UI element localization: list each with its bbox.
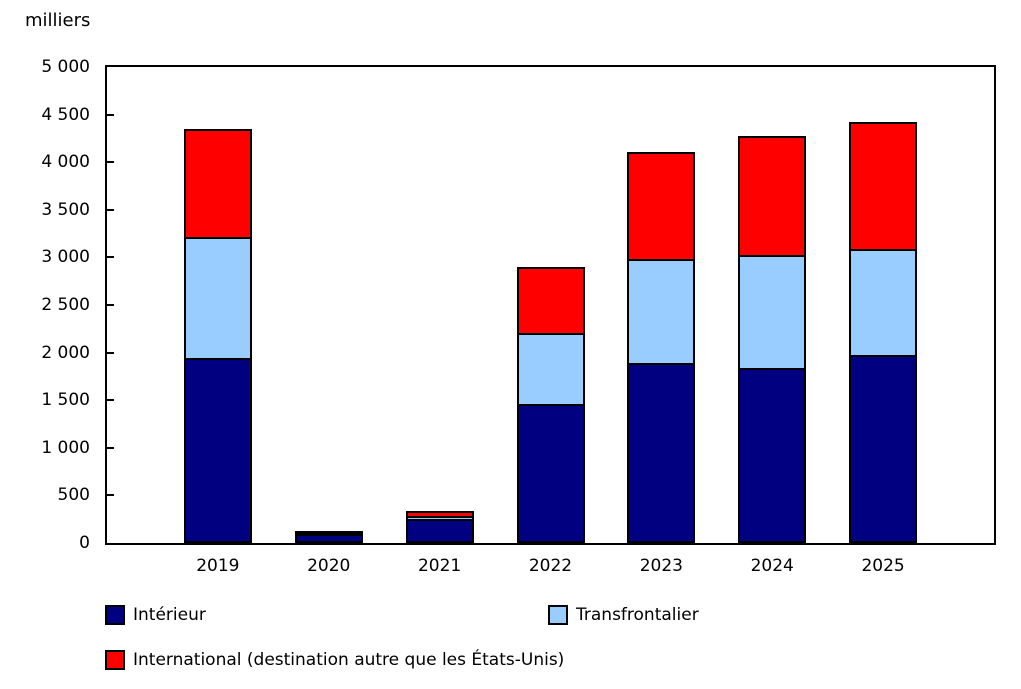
y-tick-label: 1 500 — [41, 390, 90, 411]
x-category-label: 2019 — [196, 556, 240, 576]
y-tick-mark — [107, 399, 114, 402]
legend-label: International (destination autre que les… — [133, 650, 565, 670]
y-tick-label: 500 — [57, 485, 90, 506]
bar-segment — [183, 358, 252, 543]
bar-segment — [516, 403, 585, 543]
bar-segment — [516, 267, 585, 336]
bar-segment — [183, 129, 252, 239]
bar-segment — [738, 135, 807, 257]
y-tick-label: 2 500 — [41, 295, 90, 315]
x-category-label: 2024 — [750, 556, 794, 576]
bar-segment — [849, 122, 918, 251]
x-category-label: 2025 — [861, 556, 905, 576]
y-axis-unit-label: milliers — [25, 10, 91, 31]
bar-segment — [849, 355, 918, 543]
bar-segment — [627, 363, 696, 543]
x-category-label: 2020 — [307, 556, 351, 576]
legend-swatch — [105, 605, 125, 625]
y-tick-mark — [107, 113, 114, 116]
legend-label: Transfrontalier — [576, 605, 699, 625]
bar-segment — [405, 519, 474, 543]
y-tick-mark — [107, 161, 114, 164]
y-tick-label: 1 000 — [41, 437, 90, 458]
x-category-label: 2021 — [417, 556, 462, 576]
y-tick-label: 3 500 — [41, 199, 90, 220]
y-tick-label: 5 000 — [41, 57, 90, 77]
legend-swatch — [105, 650, 125, 670]
x-category-label: 2022 — [528, 556, 573, 576]
bar-segment — [627, 258, 696, 366]
bar-segment — [405, 511, 474, 519]
bar-segment — [183, 236, 252, 361]
y-tick-mark — [107, 446, 114, 449]
y-tick-mark — [107, 256, 114, 259]
bar-segment — [849, 248, 918, 358]
legend-label: Intérieur — [133, 605, 206, 625]
y-tick-label: 4 500 — [41, 104, 90, 125]
y-tick-label: 4 000 — [41, 152, 90, 173]
x-category-label: 2023 — [639, 556, 683, 576]
y-tick-mark — [107, 208, 114, 211]
y-tick-label: 0 — [79, 533, 90, 553]
bar-segment — [738, 367, 807, 543]
bar-segment — [738, 254, 807, 370]
bar-segment — [627, 151, 696, 261]
y-tick-mark — [107, 351, 114, 354]
bar-segment — [294, 532, 363, 537]
y-tick-label: 2 000 — [41, 342, 90, 363]
y-tick-label: 3 000 — [41, 247, 90, 268]
y-tick-mark — [107, 304, 114, 306]
legend-swatch — [548, 605, 568, 625]
y-tick-mark — [107, 494, 114, 497]
bar-segment — [516, 333, 585, 406]
